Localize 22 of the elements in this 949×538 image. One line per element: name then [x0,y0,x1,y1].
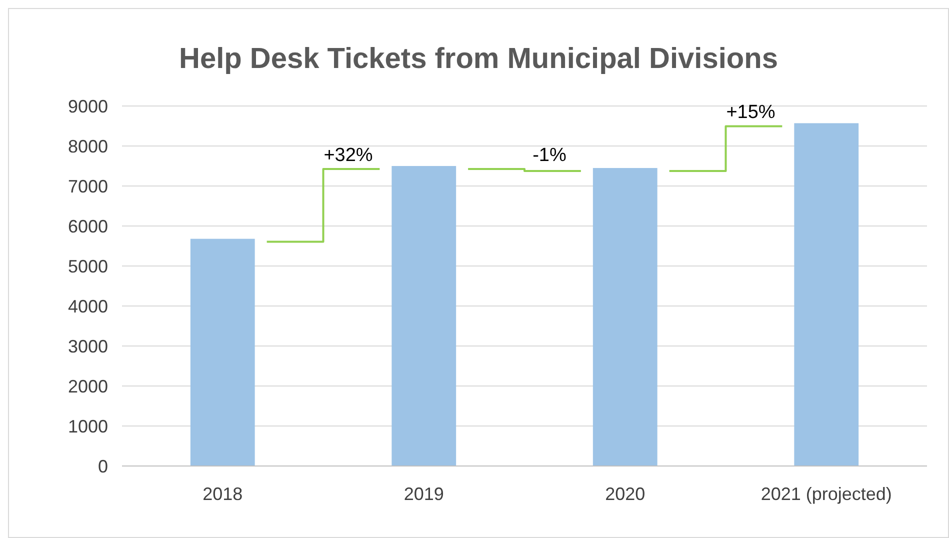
bar [794,123,859,466]
y-tick-label: 6000 [68,216,108,236]
annotation: -1% [532,145,566,166]
x-tick-label: 2021 (projected) [760,484,892,504]
x-tick-label: 2020 [605,484,646,504]
y-tick-label: 3000 [68,336,108,356]
annotation: +32% [324,145,373,166]
bar [592,168,658,466]
x-tick-label: 2018 [202,484,243,504]
bar [392,166,456,466]
y-tick-label: 0 [98,456,108,476]
x-tick-label: 2019 [404,484,444,504]
y-tick-label: 1000 [68,416,108,436]
bar [190,238,255,466]
y-tick-label: 7000 [68,176,108,196]
y-tick-label: 5000 [68,256,108,276]
annotation: +15% [726,102,776,124]
chart-title: Help Desk Tickets from Municipal Divisions [179,43,778,75]
y-tick-label: 2000 [68,376,108,396]
y-tick-label: 8000 [68,136,108,156]
y-tick-label: 4000 [68,296,108,316]
y-tick-label: 9000 [68,96,108,116]
